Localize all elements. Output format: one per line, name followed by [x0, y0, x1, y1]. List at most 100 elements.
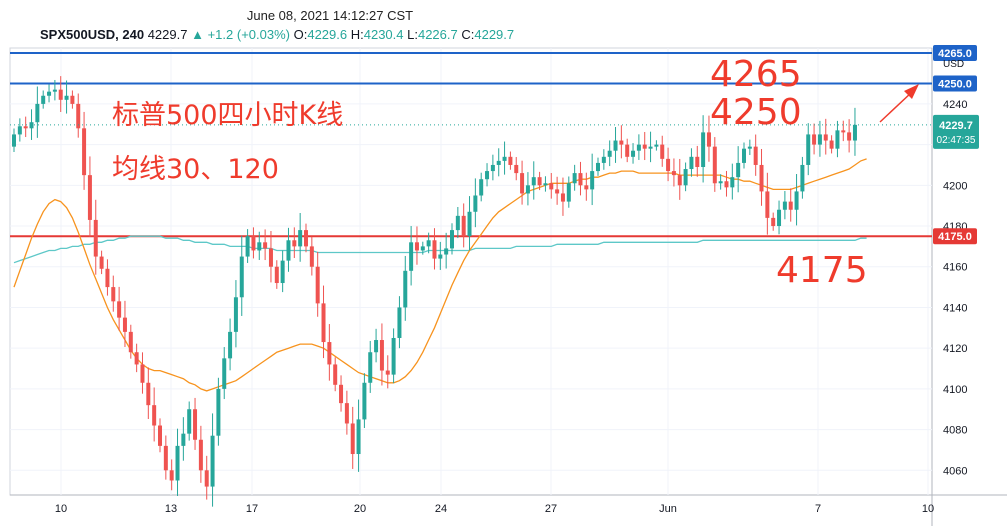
- candle[interactable]: [268, 231, 273, 283]
- candle[interactable]: [298, 213, 303, 262]
- candle[interactable]: [625, 138, 630, 163]
- candle[interactable]: [660, 135, 665, 167]
- candle[interactable]: [806, 123, 811, 176]
- candle[interactable]: [58, 76, 63, 113]
- candle[interactable]: [111, 275, 116, 312]
- candle[interactable]: [444, 232, 449, 269]
- candle[interactable]: [502, 141, 507, 175]
- candle[interactable]: [771, 212, 776, 231]
- candle[interactable]: [555, 176, 560, 205]
- candle[interactable]: [333, 357, 338, 392]
- candle[interactable]: [385, 355, 390, 389]
- candle[interactable]: [222, 347, 227, 400]
- candle[interactable]: [339, 375, 344, 412]
- candle[interactable]: [724, 170, 729, 197]
- candle[interactable]: [485, 163, 490, 187]
- candle[interactable]: [759, 148, 764, 206]
- candle[interactable]: [566, 176, 571, 208]
- candle[interactable]: [228, 318, 233, 371]
- symbol-label[interactable]: SPX500USD, 240: [40, 27, 145, 42]
- candle[interactable]: [496, 148, 501, 177]
- candle[interactable]: [204, 455, 209, 500]
- candle[interactable]: [122, 300, 127, 347]
- candle[interactable]: [455, 206, 460, 239]
- candle[interactable]: [642, 131, 647, 161]
- candle[interactable]: [93, 199, 98, 275]
- candle[interactable]: [140, 352, 145, 394]
- candle[interactable]: [730, 163, 735, 200]
- candle[interactable]: [350, 406, 355, 469]
- candle[interactable]: [800, 156, 805, 199]
- candle[interactable]: [87, 156, 92, 237]
- candle[interactable]: [70, 90, 75, 109]
- candle[interactable]: [35, 86, 40, 138]
- candle[interactable]: [560, 177, 565, 216]
- candle[interactable]: [245, 229, 250, 263]
- candle[interactable]: [263, 229, 268, 261]
- candle[interactable]: [666, 147, 671, 182]
- candle[interactable]: [537, 171, 542, 191]
- candle[interactable]: [23, 116, 28, 138]
- candle[interactable]: [99, 250, 104, 275]
- candle[interactable]: [368, 340, 373, 393]
- candle[interactable]: [309, 236, 314, 276]
- candle[interactable]: [613, 126, 618, 163]
- candle[interactable]: [508, 151, 513, 170]
- candle[interactable]: [47, 84, 52, 103]
- candle[interactable]: [158, 418, 162, 453]
- candle[interactable]: [514, 157, 519, 181]
- candle[interactable]: [152, 387, 157, 442]
- candle[interactable]: [847, 119, 852, 153]
- candle[interactable]: [631, 143, 636, 164]
- candle[interactable]: [490, 154, 495, 181]
- candle[interactable]: [17, 118, 22, 142]
- candle[interactable]: [572, 164, 577, 191]
- candle[interactable]: [280, 250, 285, 293]
- candle[interactable]: [438, 241, 443, 270]
- candle[interactable]: [479, 172, 484, 202]
- candle[interactable]: [193, 397, 198, 450]
- candle[interactable]: [356, 399, 361, 472]
- candle[interactable]: [233, 280, 238, 348]
- candle[interactable]: [105, 259, 110, 296]
- candle[interactable]: [701, 115, 706, 183]
- candle[interactable]: [596, 157, 600, 176]
- candle[interactable]: [765, 172, 770, 235]
- candle[interactable]: [531, 161, 536, 200]
- candle[interactable]: [525, 172, 530, 206]
- candle[interactable]: [379, 323, 384, 386]
- candle[interactable]: [654, 140, 659, 151]
- candle[interactable]: [712, 137, 717, 192]
- candle[interactable]: [543, 176, 548, 192]
- candle[interactable]: [835, 120, 840, 158]
- candle[interactable]: [578, 161, 583, 196]
- candle[interactable]: [391, 328, 396, 384]
- candle[interactable]: [706, 115, 711, 162]
- candle[interactable]: [257, 231, 262, 260]
- candle[interactable]: [239, 235, 244, 316]
- candle[interactable]: [584, 172, 589, 201]
- candle[interactable]: [175, 428, 180, 496]
- candles[interactable]: [12, 76, 857, 507]
- candle[interactable]: [695, 145, 700, 177]
- candle[interactable]: [648, 131, 653, 163]
- candle[interactable]: [590, 153, 595, 206]
- candle[interactable]: [76, 93, 81, 138]
- candle[interactable]: [315, 251, 320, 317]
- candle[interactable]: [216, 377, 221, 446]
- candle[interactable]: [841, 120, 846, 142]
- candle[interactable]: [549, 173, 554, 199]
- candle[interactable]: [636, 134, 641, 160]
- candle[interactable]: [450, 223, 454, 255]
- candle[interactable]: [274, 260, 279, 289]
- candle[interactable]: [52, 79, 57, 101]
- candle[interactable]: [812, 123, 817, 155]
- candle[interactable]: [677, 158, 682, 200]
- candle[interactable]: [782, 191, 787, 220]
- candle[interactable]: [362, 373, 367, 429]
- candle[interactable]: [736, 146, 741, 193]
- candle[interactable]: [41, 90, 46, 109]
- candle[interactable]: [64, 80, 69, 114]
- candle[interactable]: [146, 367, 151, 419]
